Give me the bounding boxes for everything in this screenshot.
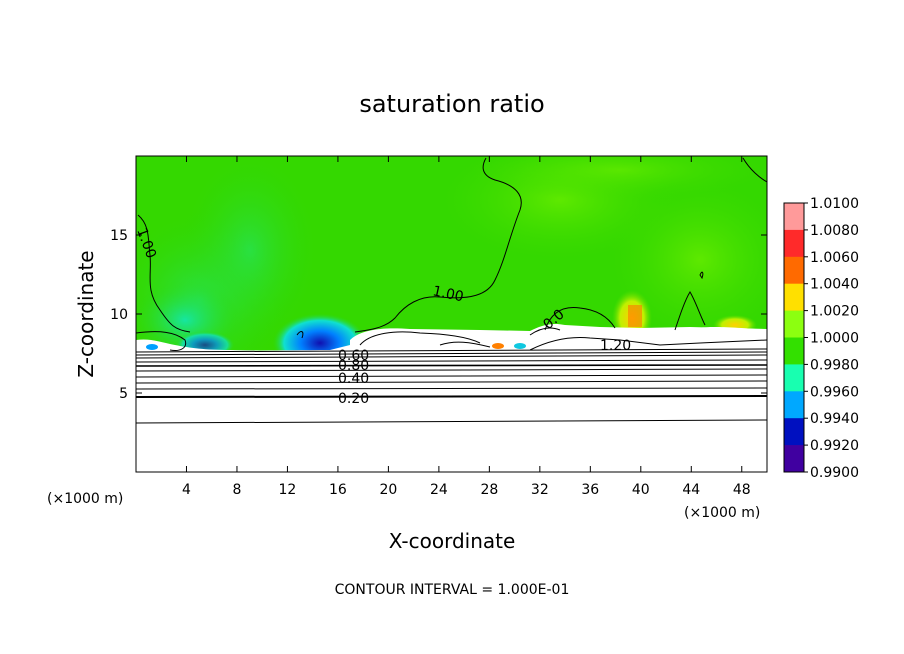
contour-near-40k [544, 306, 616, 331]
colorbar-label-4: 1.0020 [810, 304, 859, 320]
chart-title: saturation ratio [359, 90, 544, 118]
x-tick-label-20: 20 [379, 482, 397, 498]
colorbar: 1.0100 1.0080 1.0060 1.0040 1.0020 1.0000 0.99… [783, 196, 859, 481]
colorbar-label-3: 1.0040 [810, 277, 859, 293]
colorbar-label-2: 1.0060 [810, 250, 859, 266]
x-tick-label-16: 16 [329, 482, 347, 498]
cloud-top-band [350, 323, 767, 346]
contour-lines-lower [136, 348, 767, 424]
x-tick-label-40: 40 [632, 482, 650, 498]
contour-label-6: 0.40 [338, 371, 369, 387]
colorbar-swatch-2 [784, 256, 804, 285]
contour-label-2: 1.00 [431, 283, 465, 305]
x-tick-label-12: 12 [279, 482, 297, 498]
colorbar-label-1: 1.0080 [810, 223, 859, 239]
contour-label-3: 1.20 [600, 338, 631, 354]
colorbar-label-6: 0.9980 [810, 357, 859, 373]
plot-area [136, 156, 767, 472]
x-tick-label-8: 8 [232, 482, 241, 498]
contour-1.00-left [137, 214, 191, 333]
colorbar-swatch-7 [784, 391, 804, 419]
y-tick-label-5: 5 [119, 386, 128, 402]
colorbar-label-9: 0.9920 [810, 438, 859, 454]
x-tick-label-24: 24 [430, 482, 448, 498]
colorbar-swatch-0 [784, 203, 804, 231]
colorbar-swatch-5 [784, 337, 804, 365]
blue-spot-left [146, 344, 158, 350]
colorbar-label-10: 0.9900 [810, 465, 859, 481]
y-axis-ticks: 5 10 15 [110, 228, 767, 402]
field-shade-right2 [610, 180, 767, 340]
colorbar-swatch-3 [784, 283, 804, 312]
contour-near-44k [674, 291, 706, 331]
x-axis-ticks: 4 8 12 16 20 24 28 32 36 40 44 48 [182, 156, 751, 498]
colorbar-label-5: 1.0000 [810, 331, 859, 347]
contour-1.20 [359, 331, 767, 351]
colorbar-label-8: 0.9940 [810, 411, 859, 427]
colorbar-swatch-8 [784, 418, 804, 446]
y-tick-label-10: 10 [110, 307, 128, 323]
x-tick-label-48: 48 [733, 482, 751, 498]
colorbar-swatch-9 [784, 445, 804, 473]
x-tick-label-4: 4 [182, 482, 191, 498]
cyan-spot [514, 343, 526, 349]
x-tick-label-36: 36 [581, 482, 599, 498]
colorbar-label-0: 1.0100 [810, 196, 859, 212]
lower-region [136, 327, 767, 472]
x-unit-right: (×1000 m) [684, 505, 760, 521]
orange-streaks [628, 305, 642, 327]
colorbar-label-7: 0.9960 [810, 384, 859, 400]
contour-label-5: 0.80 [338, 358, 369, 374]
colorbar-swatch-1 [784, 229, 804, 258]
orange-spot [492, 343, 504, 349]
colorbar-swatch-4 [784, 310, 804, 338]
x-tick-label-32: 32 [531, 482, 549, 498]
contour-1.00-center [354, 157, 522, 333]
field-shade-top [470, 156, 767, 200]
x-tick-label-28: 28 [480, 482, 498, 498]
contour-lines-upper [136, 157, 767, 351]
x-axis-label: X-coordinate [389, 529, 516, 553]
contour-label-4: 0.60 [338, 348, 369, 364]
y-tick-label-15: 15 [110, 228, 128, 244]
y-axis-label: Z-coordinate [74, 250, 98, 377]
x-unit-left: (×1000 m) [47, 491, 123, 507]
x-tick-label-44: 44 [682, 482, 700, 498]
contour-label-7: 0.20 [338, 391, 369, 407]
contour-interval: CONTOUR INTERVAL = 1.000E-01 [335, 582, 570, 598]
contour-1.00-right [742, 157, 767, 183]
colorbar-swatch-6 [784, 364, 804, 392]
